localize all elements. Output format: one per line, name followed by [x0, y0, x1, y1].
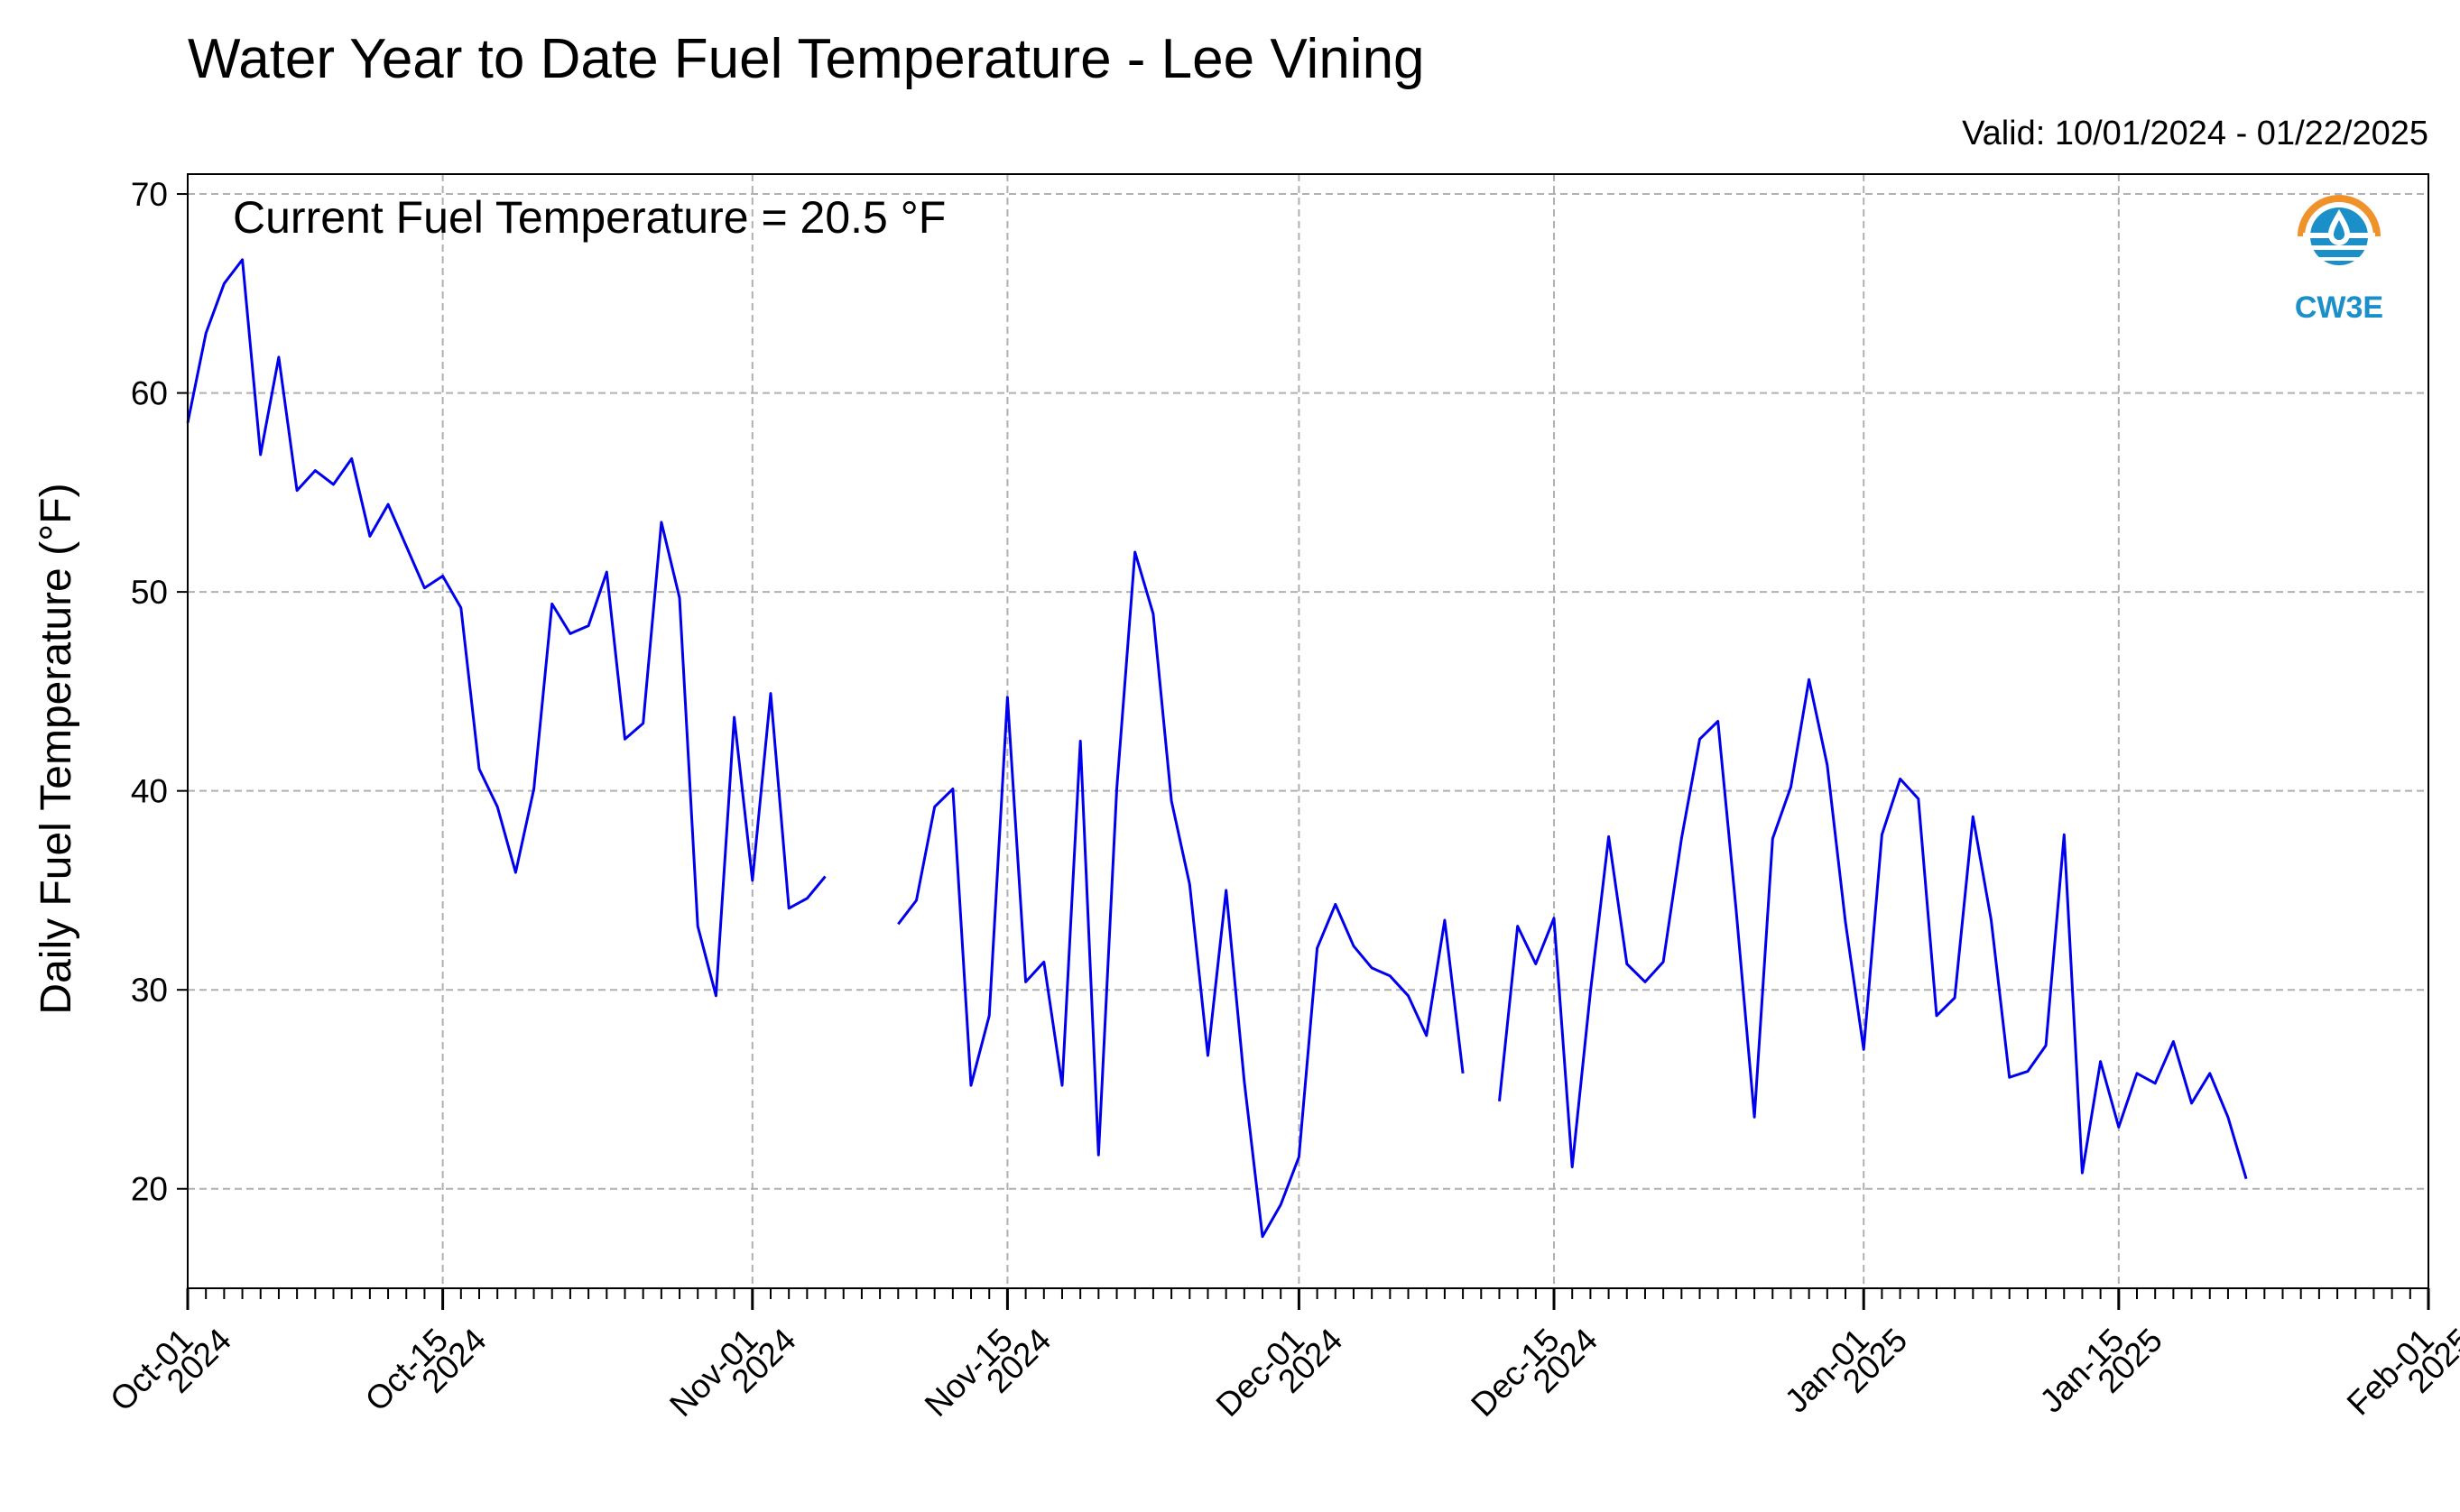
- y-tick-label: 20: [131, 1171, 168, 1208]
- y-tick-labels: 20 30 40 50 60 70: [131, 176, 168, 1208]
- axis-ticks: [177, 193, 2430, 1310]
- valid-date-range: Valid: 10/01/2024 - 01/22/2025: [1962, 115, 2428, 152]
- chart-title: Water Year to Date Fuel Temperature - Le…: [188, 28, 1425, 90]
- y-tick-label: 30: [131, 972, 168, 1009]
- y-axis-label: Daily Fuel Temperature (°F): [32, 483, 80, 1014]
- y-tick-label: 70: [131, 176, 168, 213]
- series-lines: [186, 258, 2248, 1239]
- current-temperature-annotation: Current Fuel Temperature = 20.5 °F: [233, 192, 946, 243]
- logo-text: CW3E: [2295, 290, 2383, 325]
- cw3e-logo: CW3E: [2295, 195, 2383, 325]
- grid-lines: [187, 174, 2429, 1288]
- plot-frame: [187, 173, 2429, 1289]
- fuel-temperature-line: [186, 258, 2248, 1239]
- y-tick-label: 40: [131, 773, 168, 810]
- y-tick-label: 60: [131, 375, 168, 412]
- y-tick-label: 50: [131, 574, 168, 611]
